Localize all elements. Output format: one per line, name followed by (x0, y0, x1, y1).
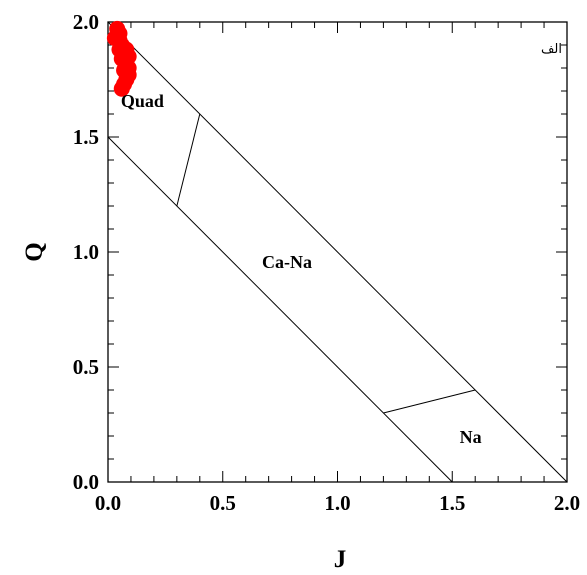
x-axis-label: J (334, 546, 347, 573)
x-tick-label: 1.0 (324, 491, 350, 515)
x-tick-label: 0.0 (95, 491, 121, 515)
boundary-line (107, 136, 453, 483)
plot-frame (107, 21, 568, 483)
y-tick-label: 0.0 (73, 470, 99, 494)
boundary-line (383, 389, 476, 414)
x-tick-label: 0.5 (210, 491, 236, 515)
y-axis-label: Q (21, 242, 48, 261)
region-labels: Quad Ca-Na Na (121, 91, 482, 447)
x-tick-label: 2.0 (554, 491, 580, 515)
data-point (113, 80, 130, 97)
y-tick-label: 1.0 (73, 240, 99, 264)
y-tick-label: 1.5 (73, 125, 99, 149)
region-label: Ca-Na (262, 252, 312, 272)
boundary-line (107, 21, 568, 483)
x-tick-labels: 0.0 0.5 1.0 1.5 2.0 (95, 491, 580, 515)
region-label: Quad (121, 91, 164, 111)
boundary-line (176, 113, 201, 207)
corner-label: الف (541, 42, 562, 57)
boundary-lines (107, 21, 568, 483)
y-tick-label: 2.0 (73, 10, 99, 34)
x-tick-label: 1.5 (439, 491, 465, 515)
region-label: Na (460, 427, 482, 447)
y-tick-labels: 0.0 0.5 1.0 1.5 2.0 (73, 10, 99, 494)
data-points (106, 20, 137, 97)
y-tick-label: 0.5 (73, 355, 99, 379)
